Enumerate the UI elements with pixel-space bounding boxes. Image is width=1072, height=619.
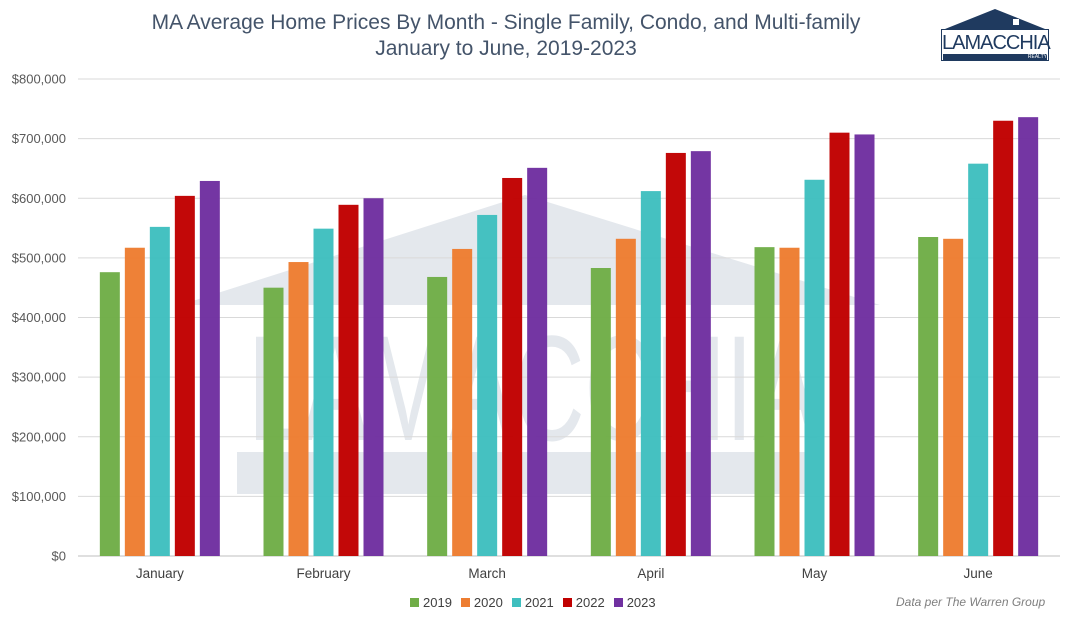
legend-swatch <box>460 598 470 607</box>
bar-2019-june <box>918 237 939 556</box>
x-category-label: May <box>802 566 828 581</box>
x-category-label: February <box>296 566 350 581</box>
y-tick-label: $400,000 <box>12 310 66 325</box>
y-axis: $0 $100,000 $200,000 $300,000 $400,000 $500,0… <box>12 72 66 564</box>
bar-2021-march <box>477 214 498 556</box>
y-tick-label: $300,000 <box>12 370 66 385</box>
x-axis: January February March April May June <box>136 566 993 581</box>
y-tick-label: $200,000 <box>12 429 66 444</box>
bar-2022-june <box>993 120 1014 557</box>
bar-2023-june <box>1018 117 1039 556</box>
bar-2019-may <box>754 247 775 556</box>
bar-2021-may <box>804 179 825 557</box>
bar-2021-january <box>149 226 170 556</box>
bar-2019-january <box>99 272 120 556</box>
chart-subtitle: January to June, 2019-2023 <box>375 37 637 60</box>
y-tick-label: $100,000 <box>12 489 66 504</box>
y-tick-label: $700,000 <box>12 131 66 146</box>
legend-item-2021: 2021 <box>511 595 554 610</box>
logo-text: LAMACCHIA <box>942 32 1051 54</box>
bar-2020-march <box>452 248 473 556</box>
bar-2023-april <box>690 151 711 557</box>
legend-item-2019: 2019 <box>410 595 452 610</box>
bar-2019-march <box>427 276 448 556</box>
legend-item-2023: 2023 <box>613 595 656 610</box>
legend-label: 2023 <box>626 595 656 610</box>
legend-item-2020: 2020 <box>460 595 503 610</box>
chart-title: MA Average Home Prices By Month - Single… <box>151 11 861 34</box>
x-category-label: April <box>637 566 664 581</box>
source-note: Data per The Warren Group <box>896 595 1046 609</box>
house-roof-icon <box>945 9 1045 29</box>
bar-2022-april <box>665 152 686 556</box>
legend-item-2022: 2022 <box>562 595 605 610</box>
lamacchia-logo: LAMACCHIA REALTY <box>941 8 1051 62</box>
y-tick-label: $0 <box>52 549 66 564</box>
bar-2021-april <box>640 191 661 556</box>
legend-swatch <box>613 598 623 607</box>
x-category-label: March <box>468 566 506 581</box>
gridlines <box>78 78 1060 557</box>
x-category-label: June <box>964 566 993 581</box>
legend-label: 2020 <box>473 595 503 610</box>
y-tick-label: $800,000 <box>12 72 66 87</box>
bars <box>99 117 1039 557</box>
legend-label: 2019 <box>423 595 452 610</box>
bar-2023-january <box>199 180 220 557</box>
legend-swatch <box>511 598 521 607</box>
y-tick-label: $500,000 <box>12 250 66 265</box>
y-tick-label: $600,000 <box>12 191 66 206</box>
logo-subtext: REALTY <box>943 54 1047 60</box>
bar-2020-april <box>615 238 636 557</box>
bar-2023-march <box>527 167 548 556</box>
legend-label: 2022 <box>575 595 605 610</box>
bar-2022-february <box>338 204 359 556</box>
bar-2021-february <box>313 228 334 556</box>
legend: 2019 2020 2021 2022 2023 <box>410 595 656 610</box>
legend-swatch <box>562 598 572 607</box>
bar-2019-april <box>590 268 611 556</box>
bar-2023-may <box>854 134 875 557</box>
x-category-label: January <box>136 566 184 581</box>
bar-2022-january <box>174 195 195 557</box>
bar-2020-may <box>779 247 800 556</box>
bar-2023-february <box>363 198 384 556</box>
bar-2020-february <box>288 262 309 556</box>
bar-2019-february <box>263 287 284 556</box>
bar-2021-june <box>968 163 989 557</box>
bar-2020-june <box>943 238 964 557</box>
legend-label: 2021 <box>524 595 554 610</box>
bar-2020-january <box>124 247 145 556</box>
bar-2022-may <box>829 132 850 556</box>
bar-2022-march <box>502 177 523 557</box>
legend-swatch <box>410 598 419 607</box>
